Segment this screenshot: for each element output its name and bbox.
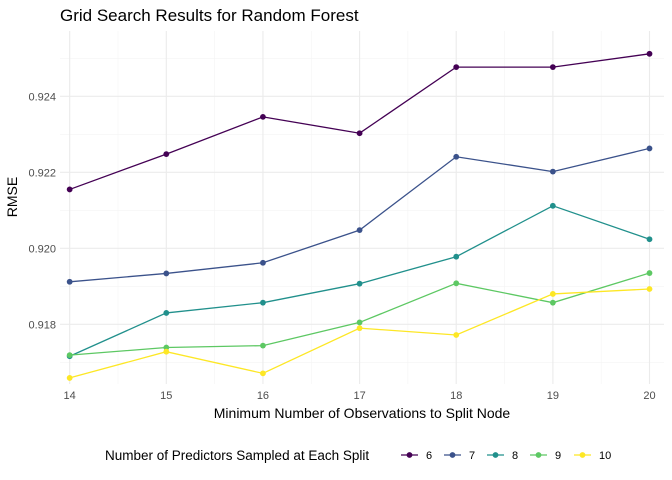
legend-key-point [535,452,542,458]
y-axis-title: RMSE [4,177,20,217]
data-point [646,286,653,292]
data-point [163,270,170,277]
grid [60,31,664,384]
y-axis-ticks: 0.918 0.920 0.922 0.924 [28,91,56,331]
legend-label: 9 [555,450,561,462]
data-point [66,186,73,193]
data-point [260,113,266,120]
data-point [66,352,73,359]
legend-key-point [492,452,499,458]
legend-label: 8 [512,450,518,462]
x-tick-label: 20 [643,390,655,402]
x-axis-title: Minimum Number of Observations to Split … [214,405,511,421]
data-point [549,168,556,175]
data-point [163,151,170,158]
legend-label: 10 [599,450,611,462]
data-point [453,280,460,287]
legend-item-8: 8 [487,450,518,462]
legend-label: 6 [426,450,432,462]
data-point [260,299,266,306]
series-10 [66,286,653,381]
x-axis-ticks: 14 15 16 17 18 19 20 [64,390,656,402]
y-tick-label: 0.924 [28,91,56,103]
data-point [356,280,363,287]
data-point [453,253,460,260]
data-point [163,348,170,355]
series-8 [66,202,653,360]
data-point [260,370,266,377]
data-point [66,278,73,285]
y-tick-label: 0.922 [28,167,56,179]
data-point [549,291,556,297]
data-point [453,153,460,160]
data-point [66,375,73,381]
data-point [163,310,170,316]
legend-item-9: 9 [530,450,561,462]
x-tick-label: 17 [353,390,365,402]
y-tick-label: 0.920 [28,243,56,255]
legend-key-point [449,452,456,458]
legend-items: 6 7 8 9 10 [401,450,611,462]
legend-title: Number of Predictors Sampled at Each Spl… [105,448,369,463]
x-tick-label: 16 [257,390,269,402]
data-point [646,236,653,243]
data-point [549,299,556,306]
data-point [453,332,460,338]
legend-item-10: 10 [574,450,611,462]
series-9 [66,270,653,359]
legend-label: 7 [469,450,475,462]
data-point [260,342,266,349]
data-point [356,130,363,137]
data-point [646,270,653,276]
x-tick-label: 18 [450,390,462,402]
x-tick-label: 15 [160,390,172,402]
data-point [356,227,363,234]
series-6 [66,50,653,193]
data-point [646,145,653,152]
data-point [260,259,266,266]
legend-key-point [406,452,413,458]
chart-title: Grid Search Results for Random Forest [60,6,359,25]
data-point [163,344,170,351]
x-tick-label: 14 [64,390,76,402]
data-point [356,319,363,326]
series-layer [66,50,653,381]
legend: Number of Predictors Sampled at Each Spl… [105,448,611,463]
legend-item-7: 7 [444,450,475,462]
legend-item-6: 6 [401,450,432,462]
x-tick-label: 19 [547,390,559,402]
data-point [549,202,556,209]
data-point [356,325,363,332]
y-tick-label: 0.918 [28,319,56,331]
legend-key-point [579,452,586,458]
data-point [453,64,460,70]
data-point [549,64,556,70]
series-7 [66,145,653,285]
data-point [646,50,653,57]
